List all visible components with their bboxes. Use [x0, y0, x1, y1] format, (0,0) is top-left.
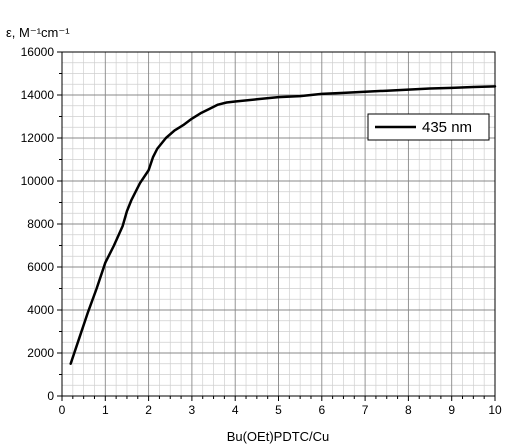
y-tick-labels: 0 2000 4000 6000 8000 10000 12000 14000 16000 — [21, 45, 55, 403]
legend: 435 nm — [367, 113, 490, 141]
x-tick-label: 4 — [232, 403, 239, 417]
y-tick-label: 6000 — [27, 260, 54, 274]
y-tick-label: 4000 — [27, 303, 54, 317]
y-tick-label: 2000 — [27, 346, 54, 360]
legend-label: 435 nm — [422, 119, 472, 136]
y-tick-label: 8000 — [27, 217, 54, 231]
y-tick-label: 14000 — [21, 88, 55, 102]
x-tick-label: 6 — [318, 403, 325, 417]
x-tick-label: 7 — [362, 403, 369, 417]
x-tick-label: 1 — [102, 403, 109, 417]
x-tick-label: 3 — [189, 403, 196, 417]
x-tick-labels: 0 1 2 3 4 5 6 7 8 9 10 — [59, 403, 502, 417]
x-tick-label: 9 — [448, 403, 455, 417]
major-grid — [62, 52, 495, 396]
x-axis-title: Bu(OEt)PDTC/Cu — [227, 429, 330, 444]
y-tick-label: 0 — [47, 389, 54, 403]
y-axis-title: ε, M⁻¹cm⁻¹ — [6, 25, 70, 40]
y-tick-label: 10000 — [21, 174, 55, 188]
x-tick-label: 8 — [405, 403, 412, 417]
y-tick-label: 12000 — [21, 131, 55, 145]
series-line-0 — [69, 85, 497, 365]
x-tick-label: 5 — [275, 403, 282, 417]
x-tick-label: 2 — [145, 403, 152, 417]
series-layer — [69, 85, 497, 365]
axis-ticks — [57, 51, 496, 401]
x-tick-label: 10 — [488, 403, 502, 417]
y-tick-label: 16000 — [21, 45, 55, 59]
x-tick-label: 0 — [59, 403, 66, 417]
